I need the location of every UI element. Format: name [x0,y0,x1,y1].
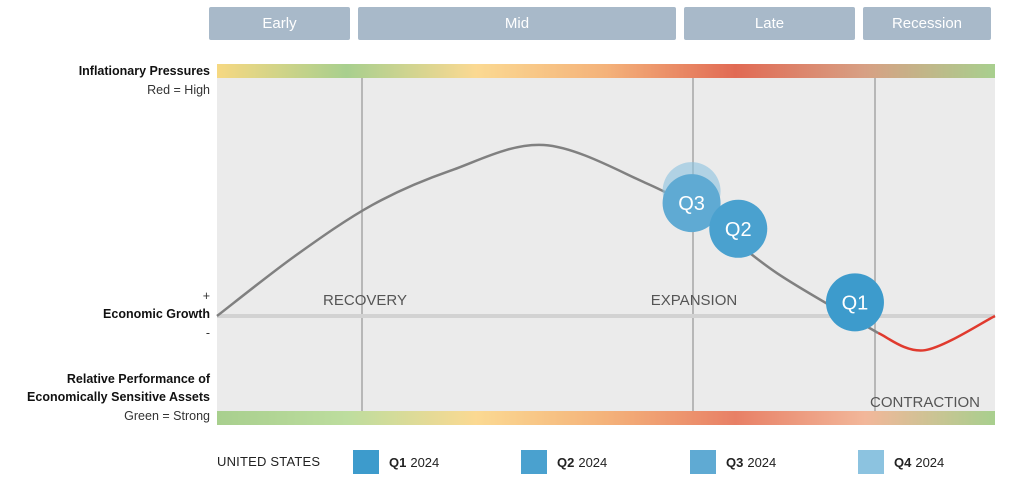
phase-tab-early: Early [209,7,350,40]
inflation-subtitle: Red = High [147,83,210,97]
legend-label-q1: Q1 [389,454,407,470]
legend-item-q2: Q2 2024 [521,450,607,474]
legend-item-q1: Q1 2024 [353,450,439,474]
region-label-expansion: EXPANSION [651,292,737,309]
growth-plus-sign: + [202,289,210,303]
marker-q3: Q3 [662,174,721,233]
marker-label-q2: Q2 [725,219,752,241]
assets-title-line1: Relative Performance of [66,372,210,386]
region-label-contraction: CONTRACTION [870,394,980,411]
assets-title-line2: Economically Sensitive Assets [27,390,210,404]
assets-subtitle: Green = Strong [124,409,210,423]
marker-circle-q1 [825,273,884,332]
phase-tab-mid: Mid [358,7,676,40]
region-label-recovery: RECOVERY [323,292,407,309]
legend-label-q2: Q2 [557,454,575,470]
plot-background [217,78,995,411]
phase-tab-recession: Recession [863,7,991,40]
marker-label-q3: Q3 [678,193,705,215]
marker-label-q1: Q1 [842,292,869,314]
assets-gradient-bar [217,411,995,425]
economic-growth-label: Economic Growth [103,307,210,321]
phase-tab-late: Late [684,7,855,40]
marker-circle-q2 [709,199,768,258]
legend-swatch-q1 [353,450,379,474]
marker-q1: Q1 [825,273,884,332]
legend-year-q2: 2024 [578,454,608,470]
legend-swatch-q2 [521,450,547,474]
legend-item-q4: Q4 2024 [858,450,944,474]
legend-year-q3: 2024 [747,454,777,470]
legend-year-q1: 2024 [410,454,440,470]
inflation-gradient-bar [217,64,995,78]
legend-swatch-q4 [858,450,884,474]
contraction-curve [877,314,996,352]
marker-q2: Q2 [709,199,768,258]
quarter-markers: Q4Q3Q2Q1 [662,162,884,332]
legend: UNITED STATES Q1 2024 Q2 2024 Q3 2024 Q4… [217,450,1011,474]
legend-item-q3: Q3 2024 [690,450,776,474]
legend-label-q3: Q3 [726,454,744,470]
inflation-title: Inflationary Pressures [78,64,210,78]
legend-swatch-q3 [690,450,716,474]
legend-label-q4: Q4 [894,454,912,470]
marker-circle-q3 [662,174,721,233]
legend-title: UNITED STATES [217,454,321,469]
growth-minus-sign: - [205,326,210,340]
legend-year-q4: 2024 [915,454,945,470]
growth-curve [216,143,879,335]
